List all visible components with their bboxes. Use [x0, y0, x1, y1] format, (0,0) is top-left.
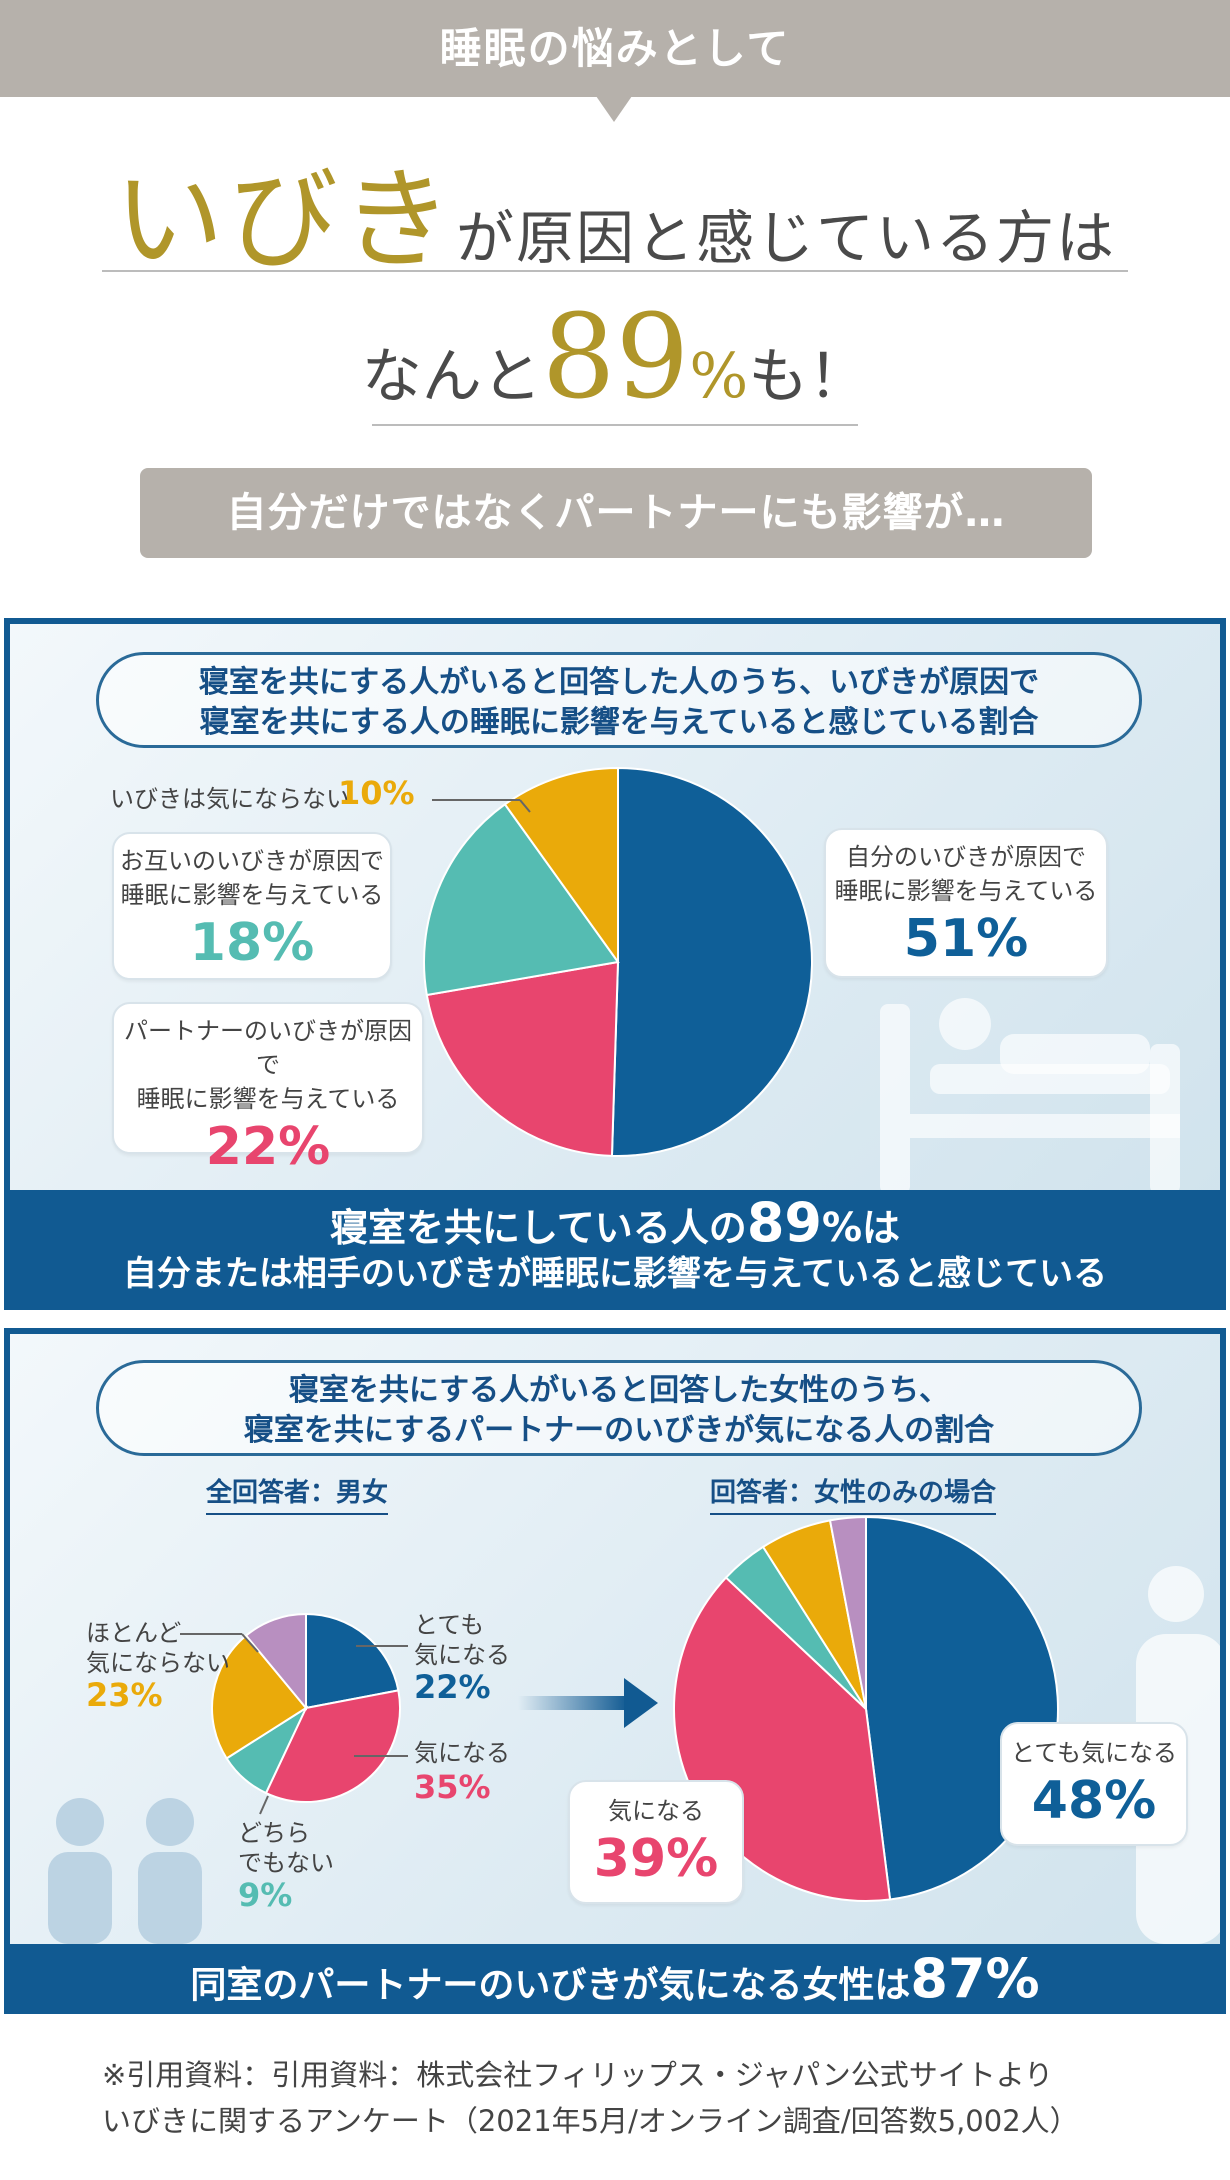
headline2-pre: なんと — [361, 342, 542, 412]
headline-emphasis: いびき — [113, 156, 456, 284]
right-callout-very: とても気になる 48% — [1000, 1722, 1188, 1846]
chart1-title-line1: 寝室を共にする人がいると回答した人のうち、いびきが原因で — [198, 665, 1040, 700]
label-text: とても — [414, 1611, 485, 1639]
headline2-post: も！ — [748, 342, 869, 412]
chart2-title-line1: 寝室を共にする人がいると回答した女性のうち、 — [288, 1373, 950, 1408]
pie-slice-1 — [610, 766, 813, 1157]
footer-number: 87% — [910, 1947, 1040, 2010]
callout-text: 睡眠に影響を与えている — [136, 1085, 400, 1113]
partner-impact-pill: 自分だけではなくパートナーにも影響が… — [140, 468, 1092, 558]
people-icon — [48, 1798, 202, 1944]
label-text: ほとんど — [86, 1619, 182, 1647]
label-text: 気にならない — [86, 1649, 230, 1677]
callout-value: 39% — [593, 1829, 719, 1889]
right-callout-some: 気になる 39% — [568, 1780, 744, 1904]
chart1-title-line2: 寝室を共にする人の睡眠に影響を与えていると感じている割合 — [199, 705, 1039, 740]
left-chart-heading: 全回答者：男女 — [206, 1472, 389, 1515]
chart2-footer: 同室のパートナーのいびきが気になる女性は87% — [10, 1944, 1220, 2010]
bed-icon — [880, 998, 1180, 1194]
pie-slice-5 — [828, 1515, 867, 1710]
left-label-neither: どちら でもない — [238, 1818, 334, 1878]
chart-panel-1: 寝室を共にする人がいると回答した人のうち、いびきが原因で 寝室を共にする人の睡眠… — [4, 618, 1226, 1310]
left-label-some: 気になる — [414, 1739, 510, 1767]
callout-value: 48% — [1031, 1771, 1157, 1831]
chart1-callout-partner: パートナーのいびきが原因で 睡眠に影響を与えている 22% — [112, 1002, 424, 1177]
headline-rest: が原因と感じている方は — [455, 204, 1116, 272]
pie-slice-4 — [211, 1634, 308, 1760]
label-text: どちら — [238, 1819, 310, 1847]
leader-line — [241, 1633, 259, 1653]
pie-slice-4 — [503, 766, 619, 966]
callout-text: 睡眠に影響を与えている — [120, 881, 384, 909]
callout-value: 22% — [205, 1117, 331, 1177]
header-banner: 睡眠の悩みとして — [0, 0, 1230, 97]
left-label-very: とても 気になる — [414, 1610, 510, 1670]
chart1-footer: 寝室を共にしている人の89%は 自分または相手のいびきが睡眠に影響を与えていると… — [10, 1190, 1220, 1304]
chart1-label-none: いびきは気にならない — [110, 785, 350, 813]
chart2-title: 寝室を共にする人がいると回答した女性のうち、 寝室を共にするパートナーのいびきが… — [96, 1360, 1142, 1456]
callout-text: 自分のいびきが原因で — [846, 843, 1086, 871]
divider — [102, 270, 1128, 272]
callout-text: 気になる — [608, 1797, 704, 1825]
footer-text: は — [862, 1206, 901, 1250]
footer-percent: % — [821, 1205, 863, 1251]
headline-line1: いびきが原因と感じている方は — [0, 130, 1230, 290]
arrow-right-icon — [624, 1678, 658, 1728]
headline-line2: なんと89%も！ — [0, 290, 1230, 425]
pie-slice-2 — [264, 1689, 401, 1803]
left-label-notmuch: ほとんど 気にならない — [86, 1618, 230, 1678]
chart1-value-none: 10% — [338, 774, 415, 812]
leader-line — [519, 799, 531, 813]
pie-slice-1 — [305, 1612, 400, 1710]
footer-text: 寝室を共にしている人の — [329, 1206, 747, 1250]
left-value-very: 22% — [414, 1668, 491, 1706]
pie-slice-5 — [244, 1612, 307, 1711]
callout-text: パートナーのいびきが原因で — [124, 1017, 412, 1079]
left-value-neither: 9% — [238, 1876, 293, 1914]
pie-chart-1 — [423, 766, 813, 1157]
chart1-callout-mutual: お互いのいびきが原因で 睡眠に影響を与えている 18% — [112, 832, 392, 980]
footer-line: 同室のパートナーのいびきが気になる女性は87% — [10, 1944, 1220, 2010]
headline2-number: 89 — [541, 290, 690, 425]
pie-slice-2 — [425, 960, 620, 1157]
banner-notch — [596, 96, 632, 122]
chart1-callout-self: 自分のいびきが原因で 睡眠に影響を与えている 51% — [824, 828, 1108, 978]
transition-arrow-shaft — [518, 1696, 628, 1710]
chart2-title-line2: 寝室を共にするパートナーのいびきが気になる人の割合 — [243, 1413, 995, 1448]
right-chart-heading: 回答者：女性のみの場合 — [710, 1472, 997, 1515]
callout-value: 18% — [189, 913, 315, 973]
label-text: でもない — [238, 1849, 334, 1877]
callout-text: お互いのいびきが原因で — [120, 847, 384, 875]
left-value-notmuch: 23% — [86, 1676, 163, 1714]
footer-number: 89 — [746, 1191, 822, 1254]
headline2-percent: % — [689, 339, 749, 412]
source-note: ※引用資料：引用資料：株式会社フィリップス・ジャパン公式サイトより いびきに関す… — [102, 2052, 1202, 2144]
source-line1: ※引用資料：引用資料：株式会社フィリップス・ジャパン公式サイトより — [102, 2058, 1054, 2092]
footer-line2: 自分または相手のいびきが睡眠に影響を与えていると感じている — [122, 1254, 1108, 1294]
callout-text: とても気になる — [1010, 1739, 1178, 1767]
label-text: 気になる — [414, 1641, 510, 1669]
callout-text: 睡眠に影響を与えている — [834, 877, 1098, 905]
left-value-some: 35% — [414, 1768, 491, 1806]
chart1-title: 寝室を共にする人がいると回答した人のうち、いびきが原因で 寝室を共にする人の睡眠… — [96, 652, 1142, 748]
footer-line1: 寝室を共にしている人の89%は — [10, 1196, 1220, 1252]
footer-text: 同室のパートナーのいびきが気になる女性は — [190, 1965, 911, 2006]
source-line2: いびきに関するアンケート（2021年5月/オンライン調査/回答数5,002人） — [102, 2104, 1079, 2138]
divider — [372, 424, 858, 426]
callout-value: 51% — [903, 909, 1029, 969]
chart-panel-2: 寝室を共にする人がいると回答した女性のうち、 寝室を共にするパートナーのいびきが… — [4, 1328, 1226, 2014]
pie-slice-3 — [423, 802, 620, 997]
leader-line — [259, 1795, 269, 1815]
